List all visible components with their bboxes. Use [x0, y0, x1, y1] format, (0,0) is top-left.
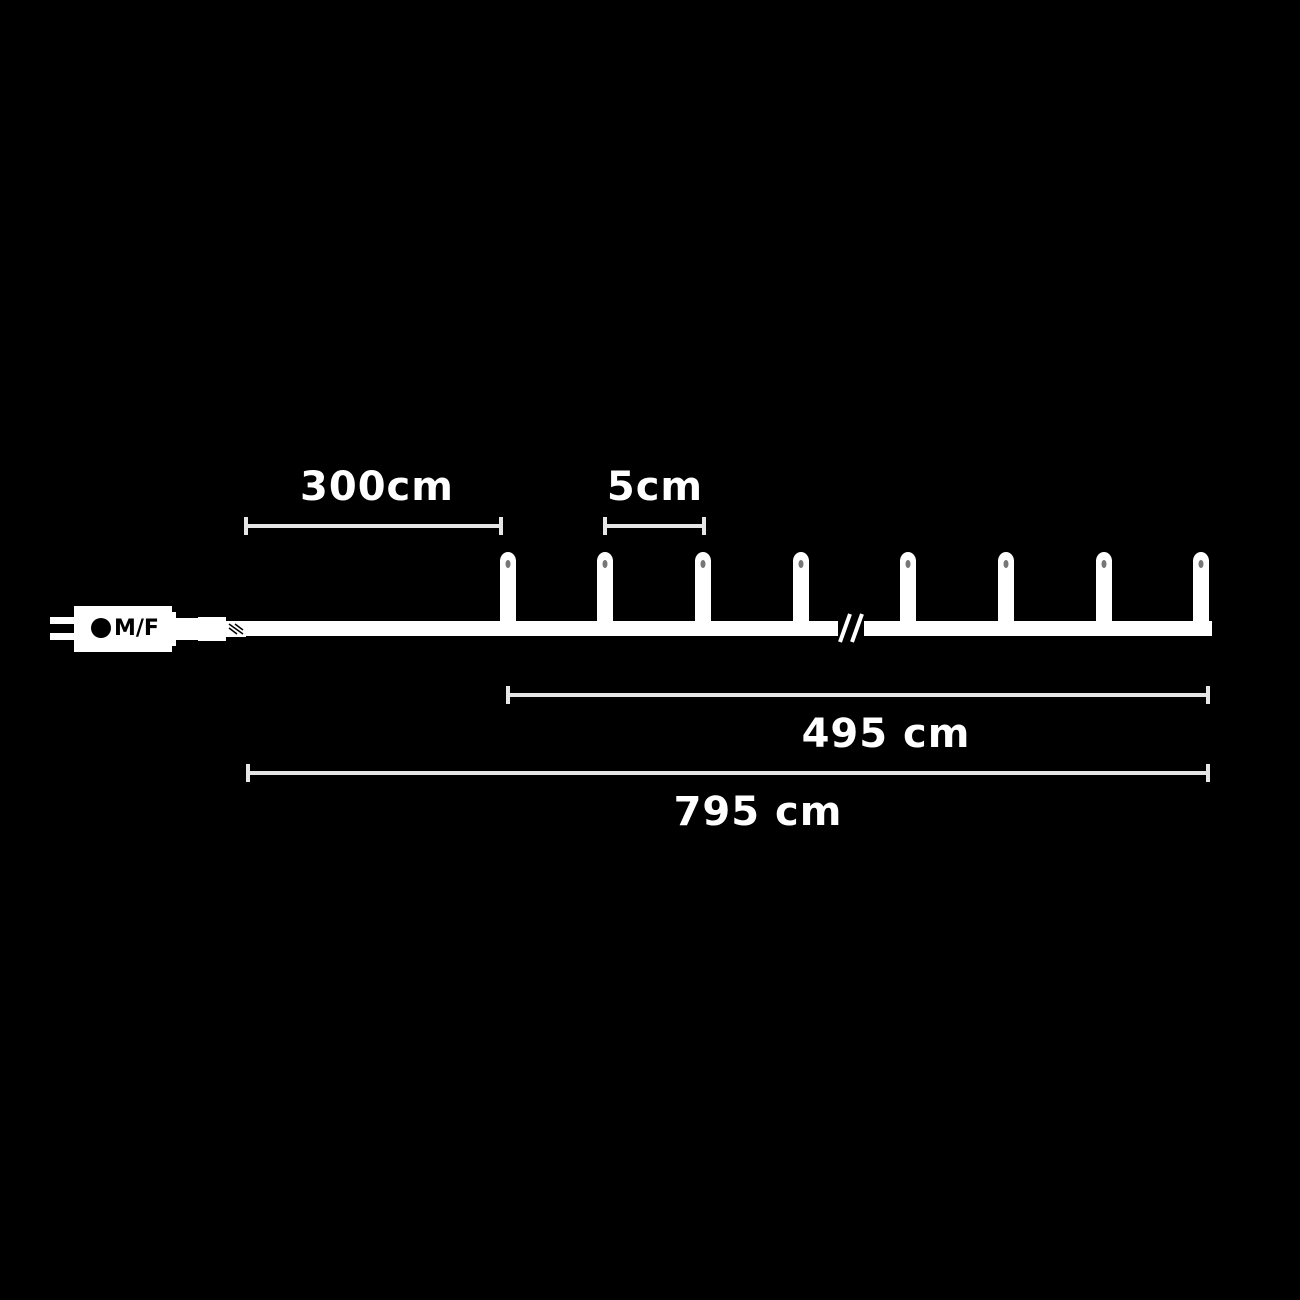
plug-icon [50, 606, 246, 652]
plug-dot-icon [91, 618, 111, 638]
lead-cable-dimension-line [244, 517, 503, 535]
bulb-drop-6 [998, 552, 1014, 626]
bulb-drop-7 [1096, 552, 1112, 626]
lit-length-dimension-line [506, 686, 1210, 704]
bulb-spacing-label: 5cm [606, 464, 704, 510]
main-cable-left [244, 621, 838, 636]
cable-break-mark [838, 613, 864, 643]
bulb-drop-2 [597, 552, 613, 626]
lead-cable-length-label: 300cm [300, 464, 454, 510]
bulb-drops [500, 552, 1209, 626]
main-cable-right [864, 621, 1212, 636]
plug-label: M/F [114, 616, 159, 641]
bulb-drop-8 [1193, 552, 1209, 626]
total-length-dimension-line [246, 764, 1210, 782]
bulb-drop-4 [793, 552, 809, 626]
bulb-spacing-dimension-line [603, 517, 706, 535]
bulb-drop-5 [900, 552, 916, 626]
total-length-label: 795 cm [673, 789, 843, 835]
lit-length-label: 495 cm [801, 711, 971, 757]
bulb-drop-3 [695, 552, 711, 626]
bulb-drop-1 [500, 552, 516, 626]
